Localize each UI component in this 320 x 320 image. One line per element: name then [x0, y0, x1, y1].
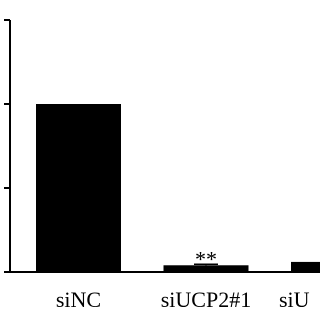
x-tick-label: siU [279, 287, 310, 312]
bar [163, 265, 249, 272]
bar [36, 104, 121, 272]
x-tick-label: siNC [56, 287, 101, 312]
bar [291, 261, 320, 272]
significance-label: ** [195, 246, 217, 271]
x-tick-label: siUCP2#1 [161, 287, 251, 312]
